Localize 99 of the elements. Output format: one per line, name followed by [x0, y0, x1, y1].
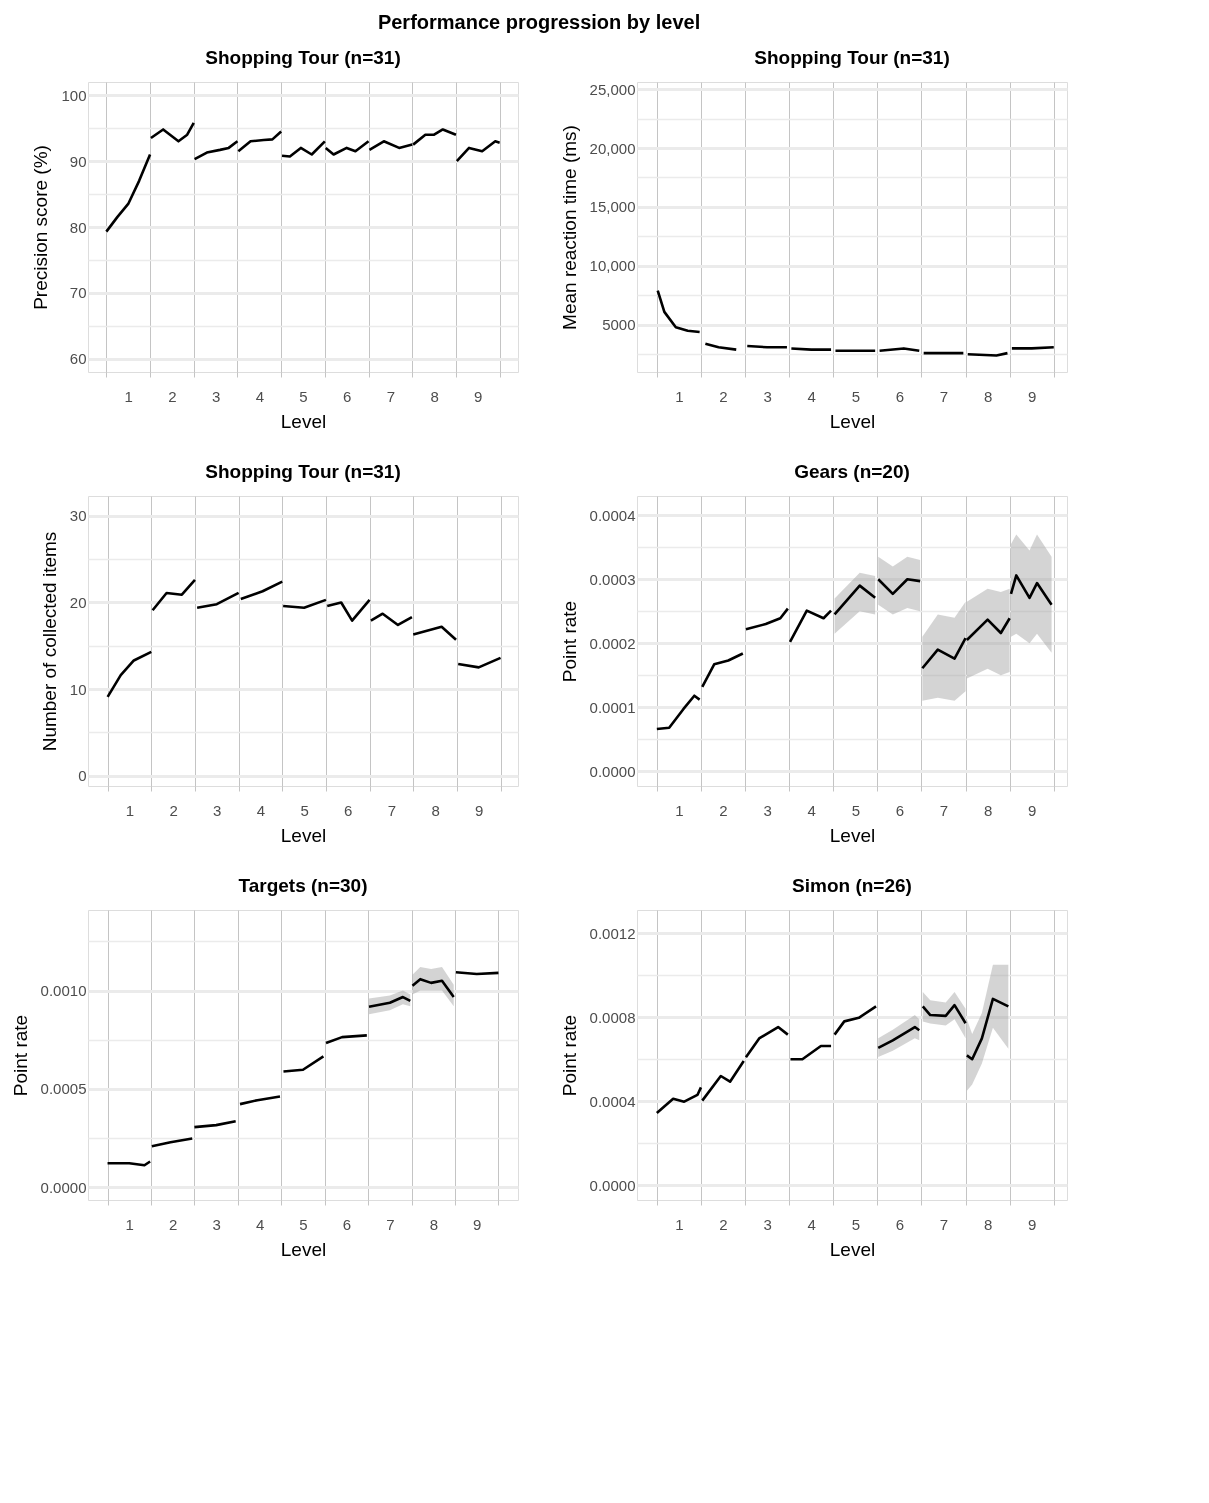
x-tick-label: 5 [299, 387, 308, 405]
y-tick-label: 25,000 [589, 80, 636, 98]
y-tick-label: 5000 [602, 316, 636, 334]
x-tick-label: 4 [807, 387, 816, 405]
x-tick-label: 6 [342, 1215, 352, 1233]
y-tick-label: 15,000 [589, 198, 636, 216]
y-tick-label: 20 [69, 593, 87, 611]
x-tick-label: 9 [473, 1215, 482, 1233]
y-tick-label: 0.0008 [589, 1008, 636, 1026]
y-tick-label: 80 [69, 218, 87, 236]
x-tick-label: 2 [169, 801, 178, 819]
x-tick-label: 8 [983, 1215, 993, 1233]
x-tick-label: 9 [475, 801, 484, 819]
x-tick-label: 3 [211, 387, 221, 405]
x-tick-label: 8 [983, 387, 993, 405]
y-tick-label: 100 [61, 86, 87, 104]
x-tick-label: 5 [851, 1215, 860, 1233]
x-tick-label: 6 [895, 387, 905, 405]
x-tick-label: 4 [255, 387, 264, 405]
x-tick-label: 6 [343, 387, 352, 405]
x-tick-label: 3 [763, 1215, 772, 1233]
x-tick-label: 4 [807, 1215, 816, 1233]
y-tick-label: 0.0003 [589, 570, 636, 588]
y-tick-label: 0.0001 [589, 698, 636, 716]
y-axis-title: Point rate [558, 600, 580, 683]
x-tick-label: 7 [939, 801, 949, 819]
chart-title: Targets (n=30) [238, 875, 368, 896]
chart-title: Simon (n=26) [792, 875, 912, 896]
x-tick-label: 7 [387, 801, 397, 819]
x-tick-label: 6 [895, 801, 905, 819]
x-tick-label: 7 [386, 387, 396, 405]
x-tick-label: 5 [851, 801, 860, 819]
y-axis-title: Number of collected items [38, 531, 60, 752]
x-tick-label: 8 [983, 801, 993, 819]
x-tick-label: 7 [386, 1215, 395, 1233]
x-axis-title: Level [829, 1238, 876, 1260]
x-tick-label: 3 [763, 801, 772, 819]
y-axis-title: Mean reaction time (ms) [558, 125, 580, 330]
x-axis-title: Level [829, 410, 876, 432]
chart-title: Shopping Tour (n=31) [754, 47, 950, 68]
y-tick-label: 30 [69, 507, 87, 525]
x-axis-title: Level [280, 1238, 327, 1260]
y-tick-label: 10 [69, 680, 87, 698]
y-axis-title: Point rate [558, 1014, 580, 1097]
x-tick-label: 9 [1028, 801, 1037, 819]
x-tick-label: 8 [429, 1215, 438, 1233]
x-axis-title: Level [280, 824, 327, 846]
y-tick-label: 0.0012 [589, 924, 636, 942]
y-tick-label: 20,000 [589, 139, 636, 157]
y-tick-label: 0.0000 [589, 1176, 636, 1194]
x-tick-label: 8 [430, 387, 439, 405]
x-axis-title: Level [280, 410, 327, 432]
x-tick-label: 5 [851, 387, 860, 405]
x-tick-label: 4 [255, 1215, 265, 1233]
x-tick-label: 2 [719, 387, 728, 405]
y-tick-label: 0.0000 [40, 1178, 87, 1196]
y-tick-label: 0.0010 [40, 982, 87, 1000]
x-tick-label: 7 [939, 387, 949, 405]
chart-title: Gears (n=20) [794, 461, 910, 482]
x-axis-title: Level [829, 824, 876, 846]
x-tick-label: 1 [125, 801, 135, 819]
x-tick-label: 4 [807, 801, 816, 819]
x-tick-label: 5 [299, 1215, 308, 1233]
x-tick-label: 4 [256, 801, 266, 819]
y-tick-label: 70 [69, 284, 87, 302]
y-axis-title: Point rate [9, 1014, 31, 1097]
x-tick-label: 6 [344, 801, 353, 819]
chart-title: Shopping Tour (n=31) [205, 47, 401, 68]
x-tick-label: 2 [169, 1215, 178, 1233]
y-tick-label: 60 [69, 350, 87, 368]
y-tick-label: 0.0005 [40, 1080, 87, 1098]
x-tick-label: 2 [719, 1215, 728, 1233]
x-tick-label: 1 [125, 1215, 134, 1233]
x-tick-label: 2 [168, 387, 177, 405]
y-tick-label: 0.0004 [589, 506, 636, 524]
y-tick-label: 0.0002 [589, 634, 636, 652]
x-tick-label: 5 [300, 801, 309, 819]
x-tick-label: 1 [124, 387, 133, 405]
x-tick-label: 2 [719, 801, 728, 819]
text: Performance progression by level [377, 10, 701, 33]
x-tick-label: 8 [431, 801, 440, 819]
y-tick-label: 0 [78, 767, 87, 785]
x-tick-label: 3 [763, 387, 772, 405]
x-tick-label: 3 [212, 1215, 221, 1233]
x-tick-label: 9 [1028, 387, 1037, 405]
x-tick-label: 6 [895, 1215, 905, 1233]
chart-title: Shopping Tour (n=31) [205, 461, 401, 482]
y-tick-label: 0.0004 [589, 1092, 636, 1110]
y-tick-label: 90 [69, 152, 87, 170]
x-tick-label: 9 [1028, 1215, 1037, 1233]
x-tick-label: 1 [675, 387, 684, 405]
y-axis-title: Precision score (%) [30, 145, 52, 310]
x-tick-label: 9 [474, 387, 483, 405]
x-tick-label: 1 [675, 1215, 684, 1233]
x-tick-label: 1 [675, 801, 684, 819]
x-tick-label: 3 [213, 801, 222, 819]
x-tick-label: 7 [939, 1215, 949, 1233]
y-tick-label: 10,000 [589, 257, 636, 275]
y-tick-label: 0.0000 [589, 762, 636, 780]
